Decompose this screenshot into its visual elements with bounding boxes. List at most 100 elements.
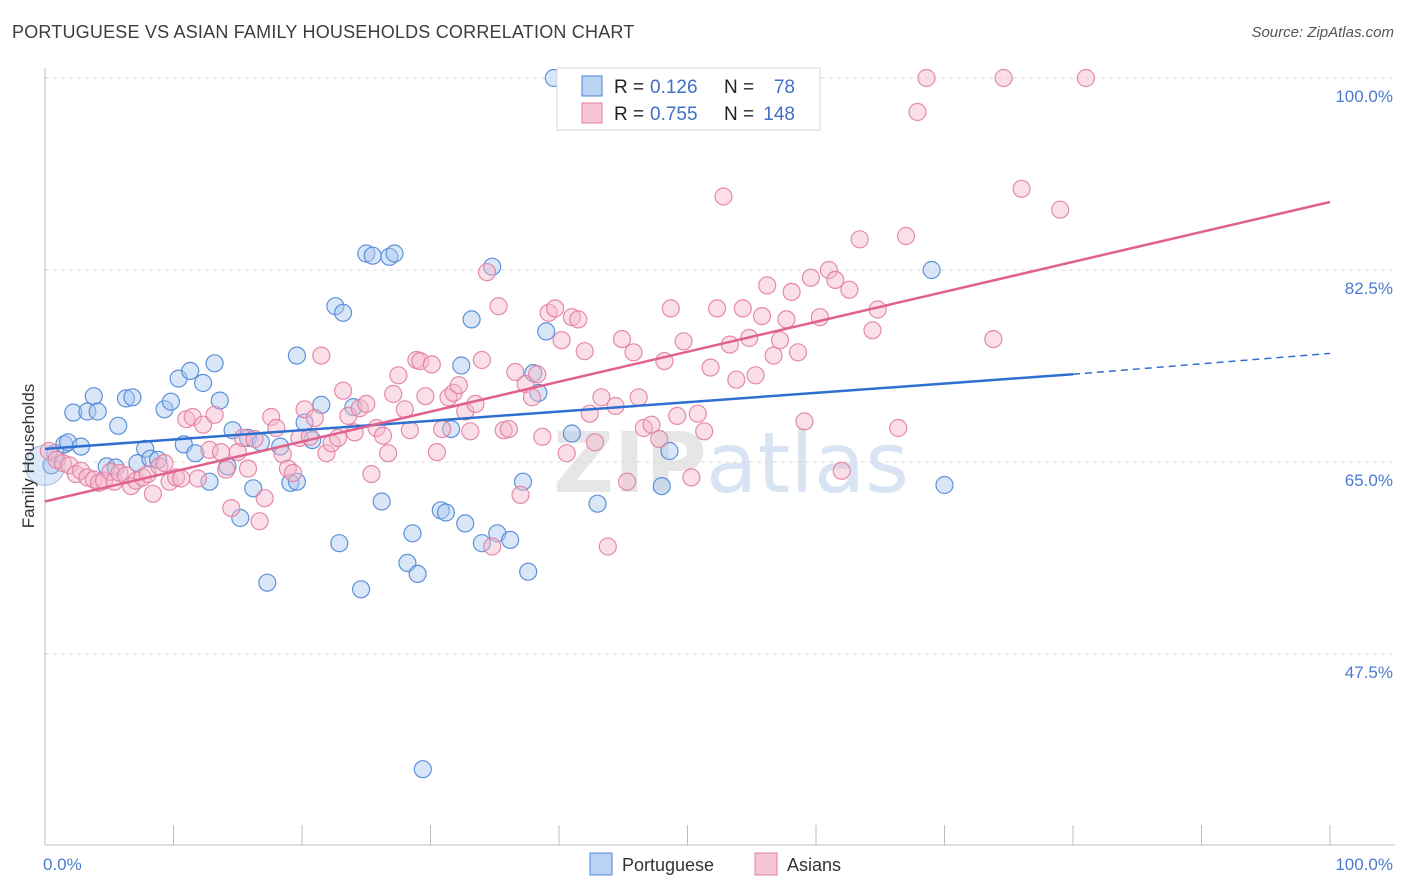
asians-point-56 <box>357 394 376 413</box>
portuguese-point-53 <box>403 524 422 543</box>
portuguese-trend-extension <box>1072 352 1331 375</box>
portuguese-point-62 <box>472 534 491 553</box>
asians-point-79 <box>483 537 502 556</box>
asians-point-124 <box>758 276 777 295</box>
portuguese-point-8 <box>88 402 107 421</box>
portuguese-point-32 <box>244 479 263 498</box>
asians-point-107 <box>650 429 669 449</box>
asians-point-114 <box>695 422 714 441</box>
asians-point-73 <box>449 376 468 395</box>
asians-point-77 <box>472 350 491 370</box>
asians-point-70 <box>433 420 452 439</box>
portuguese-point-26 <box>205 354 224 373</box>
portuguese-point-51 <box>385 244 404 263</box>
asians-point-86 <box>522 388 542 407</box>
asians-point-47 <box>305 409 324 428</box>
asians-point-28 <box>200 440 219 459</box>
portuguese-cluster-point <box>24 444 66 486</box>
asians-point-90 <box>545 299 565 318</box>
asians-point-101 <box>612 330 632 349</box>
asians-point-95 <box>575 342 594 361</box>
asians-point-92 <box>557 444 576 463</box>
asians-point-83 <box>506 362 525 382</box>
chart-source: Source: ZipAtlas.com <box>1251 24 1394 41</box>
asians-point-59 <box>373 426 393 445</box>
asians-point-102 <box>617 472 637 491</box>
asians-point-27 <box>194 415 213 434</box>
portuguese-point-24 <box>194 373 213 393</box>
asians-point-78 <box>477 263 497 282</box>
asians-point-52 <box>334 381 353 400</box>
asians-point-135 <box>832 461 851 480</box>
portuguese-point-66 <box>513 472 533 491</box>
bottom-legend-label-portuguese: Portuguese <box>622 855 714 875</box>
asians-point-69 <box>427 443 446 462</box>
asians-point-67 <box>416 387 435 406</box>
portuguese-point-11 <box>109 416 128 435</box>
asians-point-129 <box>788 343 808 362</box>
asians-point-35 <box>238 459 258 478</box>
asians-point-122 <box>746 366 765 385</box>
asians-point-88 <box>533 427 552 446</box>
asians-point-94 <box>569 310 588 329</box>
portuguese-point-22 <box>181 361 200 380</box>
asians-point-142 <box>908 102 927 122</box>
asians-point-127 <box>777 310 796 329</box>
bottom-legend-swatch-portuguese <box>589 852 613 876</box>
asians-point-148 <box>1051 200 1070 219</box>
portuguese-point-73 <box>588 494 607 513</box>
y-tick-label-2: 82.5% <box>1345 279 1393 298</box>
x-tick-label-0: 0.0% <box>43 855 82 874</box>
asians-point-32 <box>222 499 241 518</box>
asians-point-68 <box>422 355 441 374</box>
asians-point-133 <box>819 260 839 280</box>
portuguese-point-70 <box>537 322 556 341</box>
asians-point-25 <box>183 407 202 427</box>
portuguese-point-13 <box>123 388 142 407</box>
asians-point-26 <box>188 469 207 488</box>
asians-point-118 <box>720 335 740 354</box>
portuguese-point-72 <box>562 424 582 443</box>
asians-point-116 <box>707 299 727 318</box>
portuguese-point-7 <box>84 387 103 406</box>
asians-point-23 <box>172 469 191 488</box>
asians-point-18 <box>143 484 162 503</box>
portuguese-point-76 <box>922 260 941 280</box>
portuguese-point-12 <box>116 389 136 408</box>
y-axis-label: Family Households <box>19 384 38 529</box>
portuguese-point-77 <box>935 475 954 495</box>
portuguese-point-46 <box>352 580 371 599</box>
asians-point-80 <box>489 297 508 316</box>
chart-title: PORTUGUESE VS ASIAN FAMILY HOUSEHOLDS CO… <box>12 22 635 42</box>
portuguese-point-59 <box>452 356 471 375</box>
asians-point-123 <box>752 307 772 326</box>
portuguese-point-63 <box>483 257 502 276</box>
asians-point-29 <box>205 405 224 424</box>
asians-point-48 <box>312 346 331 365</box>
asians-point-140 <box>889 418 908 438</box>
legend-n-label-0: N = <box>724 77 754 98</box>
portuguese-point-30 <box>231 508 250 528</box>
portuguese-trend-line <box>44 372 1074 451</box>
asians-point-57 <box>362 465 381 484</box>
asians-point-31 <box>217 460 236 479</box>
asians-point-137 <box>850 230 869 249</box>
asians-point-143 <box>917 68 936 88</box>
portuguese-point-0 <box>42 456 61 475</box>
asians-point-144 <box>984 330 1003 349</box>
asians-point-147 <box>1076 68 1096 88</box>
asians-point-145 <box>994 68 1013 88</box>
watermark: ZIP atlas <box>553 414 909 512</box>
asians-point-62 <box>389 366 408 385</box>
x-tick-labels: 0.0% 100.0% <box>43 855 1393 874</box>
legend-r-label-1: R = <box>614 104 644 125</box>
portuguese-point-67 <box>519 562 538 581</box>
legend-swatch-asians <box>581 102 603 124</box>
axes <box>44 68 1395 846</box>
portuguese-point-55 <box>413 760 432 779</box>
portuguese-point-27 <box>210 391 229 410</box>
asians-point-64 <box>400 421 419 440</box>
asians-point-43 <box>283 463 303 483</box>
asians-point-130 <box>795 412 814 431</box>
asians-point-111 <box>674 332 693 351</box>
